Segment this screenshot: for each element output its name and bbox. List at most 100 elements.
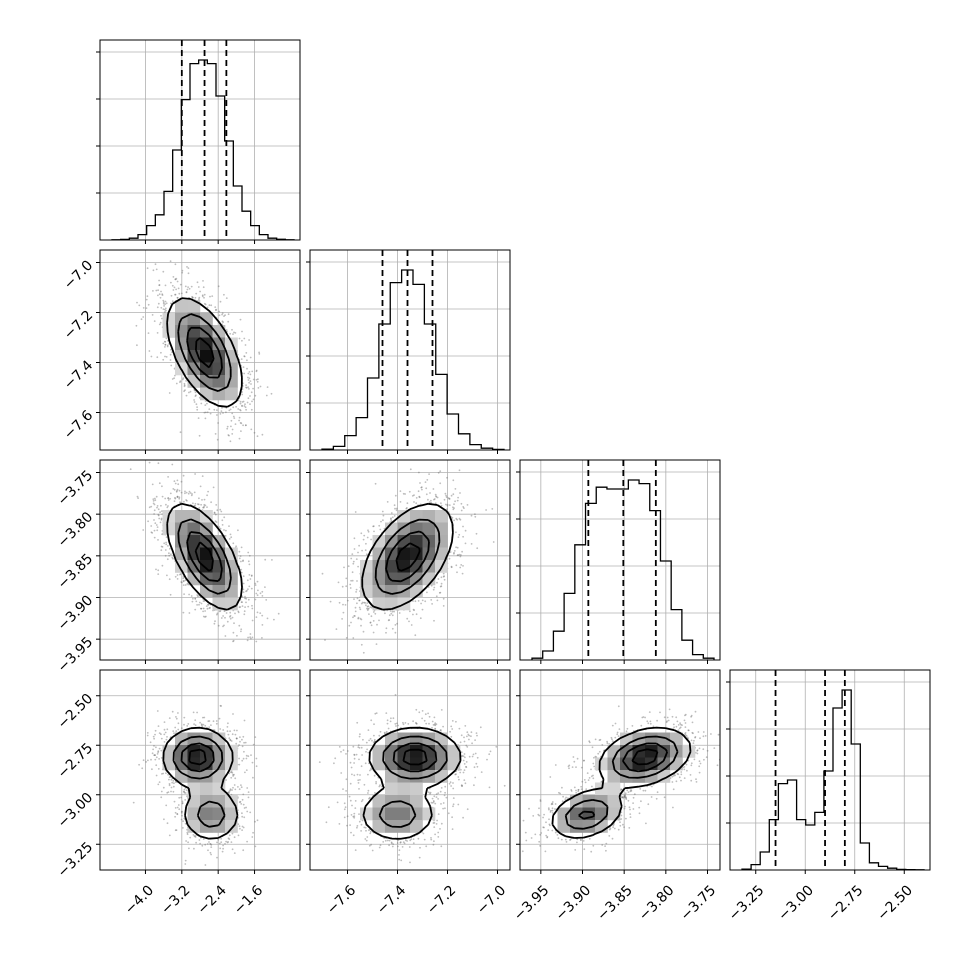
sample-point bbox=[153, 320, 156, 322]
sample-point bbox=[239, 402, 242, 405]
sample-point bbox=[245, 386, 247, 389]
sample-point bbox=[154, 497, 156, 500]
sample-point bbox=[624, 805, 626, 808]
sample-point bbox=[240, 430, 242, 432]
sample-point bbox=[261, 433, 264, 436]
sample-point bbox=[366, 836, 369, 838]
sample-point bbox=[193, 491, 196, 494]
sample-point bbox=[467, 733, 470, 736]
sample-point bbox=[162, 358, 165, 361]
sample-point bbox=[582, 759, 585, 762]
sample-point bbox=[466, 808, 469, 811]
sample-point bbox=[247, 376, 249, 379]
sample-point bbox=[368, 739, 370, 742]
sample-point bbox=[237, 611, 240, 614]
sample-point bbox=[154, 522, 157, 525]
sample-point bbox=[557, 837, 560, 840]
sample-point bbox=[171, 300, 174, 303]
sample-point bbox=[462, 755, 465, 758]
sample-point bbox=[412, 608, 415, 611]
sample-point bbox=[174, 497, 177, 500]
sample-point bbox=[419, 846, 421, 849]
sample-point bbox=[345, 753, 347, 755]
density-cell bbox=[570, 795, 583, 808]
sample-point bbox=[247, 598, 250, 601]
sample-point bbox=[443, 578, 446, 581]
sample-point bbox=[398, 849, 401, 852]
sample-point bbox=[238, 416, 241, 419]
sample-point bbox=[183, 500, 185, 503]
sample-point bbox=[454, 773, 457, 776]
sample-point bbox=[375, 781, 377, 783]
sample-point bbox=[442, 605, 445, 607]
sample-point bbox=[180, 812, 183, 814]
sample-point bbox=[240, 546, 243, 549]
sample-point bbox=[554, 764, 557, 766]
density-cell bbox=[557, 807, 571, 821]
sample-point bbox=[165, 356, 168, 358]
sample-point bbox=[474, 739, 476, 741]
sample-point bbox=[428, 473, 430, 475]
density-cell bbox=[397, 782, 411, 796]
sample-point bbox=[672, 806, 674, 809]
sample-point bbox=[216, 438, 219, 441]
sample-point bbox=[179, 501, 181, 504]
sample-point bbox=[187, 723, 190, 725]
sample-point bbox=[353, 816, 356, 819]
x-tick-label: −3.00 bbox=[775, 882, 817, 924]
sample-point bbox=[640, 724, 643, 727]
sample-point bbox=[564, 798, 567, 800]
sample-point bbox=[222, 412, 224, 414]
sample-point bbox=[163, 542, 166, 545]
sample-point bbox=[180, 727, 183, 730]
sample-point bbox=[384, 612, 386, 615]
sample-point bbox=[455, 720, 457, 723]
sample-point bbox=[522, 819, 525, 822]
sample-point bbox=[173, 286, 176, 289]
sample-point bbox=[249, 373, 252, 376]
sample-point bbox=[364, 549, 367, 551]
sample-point bbox=[343, 808, 346, 811]
sample-point bbox=[210, 724, 212, 726]
sample-point bbox=[172, 779, 175, 782]
sample-point bbox=[638, 812, 641, 815]
sample-point bbox=[364, 838, 367, 840]
sample-point bbox=[684, 713, 687, 716]
sample-point bbox=[241, 401, 244, 403]
sample-point bbox=[404, 722, 407, 724]
sample-point bbox=[255, 616, 258, 618]
sample-point bbox=[457, 536, 460, 538]
sample-point bbox=[350, 766, 353, 769]
sample-point bbox=[204, 864, 207, 866]
sample-point bbox=[576, 757, 579, 760]
sample-point bbox=[358, 599, 361, 602]
sample-point bbox=[180, 810, 183, 813]
sample-point bbox=[352, 560, 355, 563]
sample-point bbox=[247, 397, 250, 400]
sample-point bbox=[167, 497, 170, 499]
x-tick-label: −3.85 bbox=[594, 882, 636, 924]
sample-point bbox=[256, 435, 259, 438]
sample-point bbox=[214, 306, 217, 308]
sample-point bbox=[208, 841, 210, 843]
sample-point bbox=[360, 823, 363, 826]
sample-point bbox=[196, 281, 199, 284]
sample-point bbox=[243, 610, 246, 613]
sample-point bbox=[358, 544, 360, 547]
sample-point bbox=[239, 408, 241, 411]
sample-point bbox=[375, 643, 378, 645]
sample-point bbox=[183, 593, 186, 595]
sample-point bbox=[391, 610, 394, 613]
sample-point bbox=[249, 633, 252, 635]
sample-point bbox=[418, 471, 420, 474]
sample-point bbox=[256, 380, 259, 383]
sample-point bbox=[656, 719, 658, 722]
sample-point bbox=[684, 733, 686, 735]
sample-point bbox=[136, 301, 138, 304]
sample-point bbox=[366, 607, 368, 610]
sample-point bbox=[378, 785, 381, 788]
sample-point bbox=[243, 355, 246, 357]
sample-point bbox=[622, 796, 625, 799]
sample-point bbox=[554, 803, 557, 805]
